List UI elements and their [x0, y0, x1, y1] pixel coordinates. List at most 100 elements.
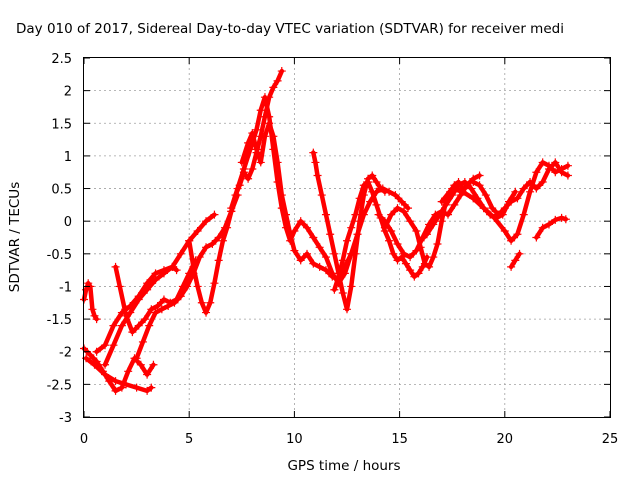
- data-point: [507, 197, 516, 206]
- series-arc-19: [532, 213, 570, 242]
- series-trace: [239, 121, 354, 283]
- data-point: [309, 148, 318, 157]
- data-point: [214, 256, 223, 265]
- data-point: [538, 158, 547, 167]
- data-point: [317, 191, 326, 200]
- data-point: [153, 302, 162, 311]
- y-tick-label: 0: [64, 215, 72, 230]
- data-point: [488, 204, 497, 213]
- data-point: [134, 321, 143, 330]
- data-point: [507, 236, 516, 245]
- data-point: [359, 181, 368, 190]
- data-point: [136, 360, 145, 369]
- data-point: [406, 253, 415, 262]
- series-trace: [113, 258, 198, 335]
- data-point: [412, 226, 421, 235]
- data-point: [132, 383, 141, 392]
- data-point: [519, 210, 528, 219]
- data-point: [397, 197, 406, 206]
- data-point: [101, 341, 110, 350]
- data-point: [563, 171, 572, 180]
- data-point: [101, 370, 110, 379]
- data-point: [321, 253, 330, 262]
- series-arc-1: [80, 279, 101, 324]
- data-point: [532, 233, 541, 242]
- series-arc-10: [237, 119, 356, 284]
- data-point: [138, 337, 147, 346]
- data-point: [385, 236, 394, 245]
- x-tick-label: 0: [80, 432, 88, 447]
- data-point: [454, 181, 463, 190]
- data-point: [393, 204, 402, 213]
- data-point: [355, 217, 364, 226]
- data-point: [313, 171, 322, 180]
- data-point: [117, 321, 126, 330]
- data-point: [519, 184, 528, 193]
- data-point: [122, 380, 131, 389]
- data-point: [343, 305, 351, 314]
- y-tick-label: -1: [59, 280, 72, 295]
- data-point: [494, 210, 503, 219]
- data-point: [147, 305, 156, 314]
- data-point: [469, 194, 478, 203]
- data-point: [389, 249, 398, 258]
- data-point: [159, 269, 168, 278]
- data-point: [475, 181, 484, 190]
- data-point: [557, 168, 566, 177]
- data-point: [145, 321, 154, 330]
- data-point: [406, 266, 415, 275]
- data-point: [252, 125, 261, 134]
- data-point: [143, 386, 152, 395]
- data-point: [256, 106, 265, 115]
- x-tick-label: 20: [497, 432, 514, 447]
- data-point: [260, 132, 269, 141]
- data-point: [132, 354, 141, 363]
- data-point: [122, 311, 131, 320]
- data-point: [429, 253, 438, 262]
- data-point: [441, 200, 450, 209]
- series-arc-5: [101, 210, 219, 369]
- y-tick-label: 2: [64, 85, 72, 100]
- data-point: [511, 256, 520, 265]
- data-point: [435, 210, 444, 219]
- data-point: [515, 249, 524, 258]
- data-point: [351, 249, 360, 258]
- data-point: [208, 240, 217, 249]
- data-point: [368, 171, 377, 180]
- data-point: [433, 240, 442, 249]
- data-point: [425, 262, 434, 271]
- data-point: [557, 213, 566, 222]
- data-point: [401, 259, 410, 268]
- data-point: [273, 158, 282, 167]
- data-point: [157, 305, 166, 314]
- data-point: [321, 210, 330, 219]
- data-point: [176, 292, 185, 301]
- data-point: [380, 187, 389, 196]
- data-point: [544, 164, 553, 173]
- series-trace: [470, 160, 571, 217]
- y-tick-label: -2.5: [47, 378, 72, 393]
- data-point: [437, 217, 446, 226]
- data-point: [151, 275, 160, 284]
- data-point: [193, 282, 202, 291]
- data-point: [526, 187, 535, 196]
- data-point: [189, 262, 198, 271]
- data-point: [561, 215, 570, 224]
- data-point: [467, 184, 476, 193]
- data-point: [347, 223, 356, 232]
- data-point: [551, 215, 560, 224]
- data-point: [303, 249, 312, 258]
- data-point: [101, 360, 110, 369]
- data-point: [269, 132, 278, 141]
- data-point: [115, 282, 124, 291]
- data-point: [206, 298, 215, 307]
- data-point: [469, 178, 478, 187]
- data-point: [233, 184, 242, 193]
- data-point: [277, 191, 286, 200]
- series-arc-18: [507, 249, 524, 271]
- data-point: [86, 350, 95, 359]
- data-point: [168, 262, 177, 271]
- data-point: [563, 161, 572, 170]
- data-point: [374, 210, 383, 219]
- data-point: [334, 272, 343, 281]
